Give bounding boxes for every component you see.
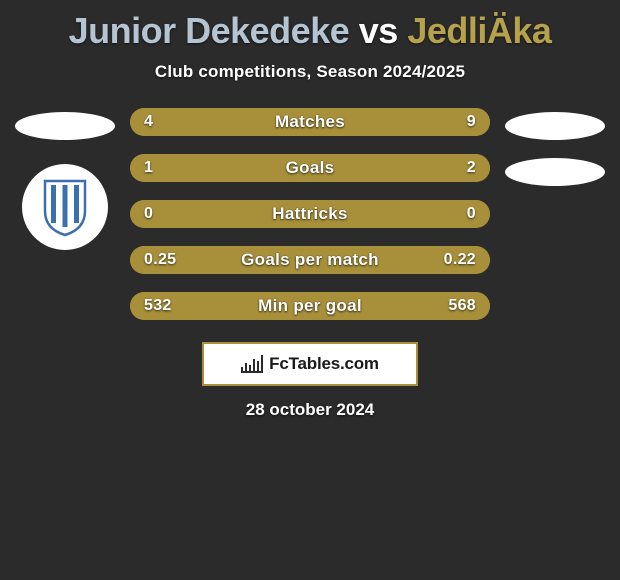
subtitle: Club competitions, Season 2024/2025 [155,62,465,82]
icon-bar [245,363,247,371]
page-title: Junior Dekedeke vs JedliÄka [69,10,552,52]
icon-bar [261,355,263,371]
left-side-column [10,108,120,250]
stat-value-left: 4 [144,108,153,136]
comparison-card: Junior Dekedeke vs JedliÄka Club competi… [0,0,620,428]
icon-bar [257,361,259,371]
right-marker-oval-1 [505,112,605,140]
stat-bar: Hattricks0 0 [130,200,490,228]
stat-value-left: 532 [144,292,172,320]
left-marker-oval [15,112,115,140]
stat-bar: Goals per match0.25 0.22 [130,246,490,274]
stat-label: Goals [130,154,490,182]
icon-bar [249,365,251,371]
stat-label: Min per goal [130,292,490,320]
left-team-logo [22,164,108,250]
stat-value-right: 2 [467,154,476,182]
title-vs: vs [359,10,398,51]
stat-bar: Min per goal532 568 [130,292,490,320]
icon-bar [253,359,255,371]
right-marker-oval-2 [505,158,605,186]
stat-value-left: 0.25 [144,246,176,274]
stat-value-right: 9 [467,108,476,136]
stat-value-left: 1 [144,154,153,182]
main-row: Matches4 9 Goals1 2 Hattricks0 0 Goals per mat… [10,108,610,320]
stat-label: Matches [130,108,490,136]
title-right-team: JedliÄka [407,10,551,51]
stat-bar: Goals1 2 [130,154,490,182]
stat-bar: Matches4 9 [130,108,490,136]
icon-bar [241,367,243,371]
stat-value-left: 0 [144,200,153,228]
stats-column: Matches4 9 Goals1 2 Hattricks0 0 Goals per mat… [120,108,500,320]
stat-value-right: 0.22 [444,246,476,274]
right-side-column [500,108,610,186]
shield-icon [40,177,90,237]
date-text: 28 october 2024 [246,400,375,420]
brand-text: FcTables.com [269,354,379,374]
footer: FcTables.com 28 october 2024 [202,342,418,420]
stat-value-right: 0 [467,200,476,228]
stat-label: Hattricks [130,200,490,228]
bar-chart-icon [241,355,263,373]
stat-label: Goals per match [130,246,490,274]
brand-box: FcTables.com [202,342,418,386]
stat-value-right: 568 [448,292,476,320]
title-left-team: Junior Dekedeke [69,10,350,51]
